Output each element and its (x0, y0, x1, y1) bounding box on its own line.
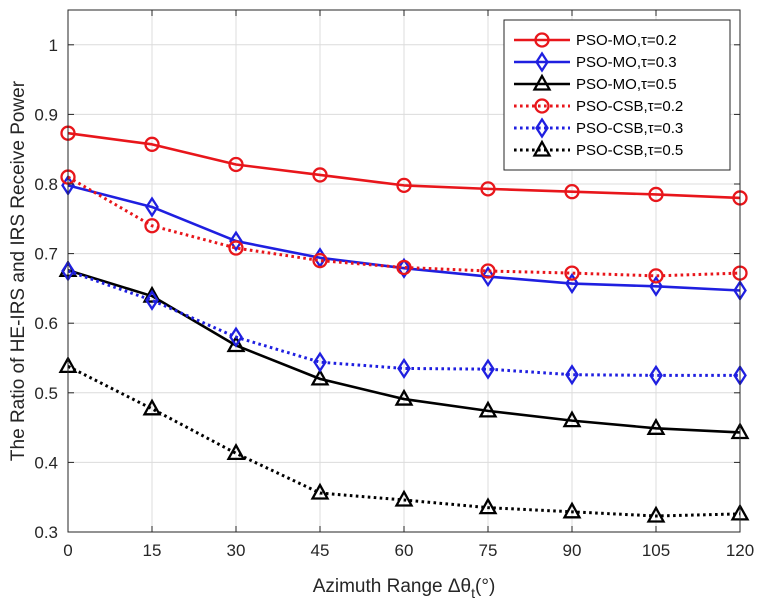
y-tick-label: 0.4 (34, 453, 58, 472)
data-point (480, 181, 496, 197)
x-tick-label: 75 (479, 541, 498, 560)
series-line (67, 175, 741, 278)
legend: PSO-MO,τ=0.2 PSO-MO,τ=0.3 PSO-MO,τ=0.5 PSO-… (503, 19, 731, 171)
data-point (648, 186, 664, 203)
data-point (394, 489, 414, 507)
data-point (142, 398, 162, 416)
data-point (229, 326, 243, 348)
x-axis-label-subscript: t (471, 585, 475, 601)
data-point (312, 252, 328, 269)
data-point (646, 505, 666, 523)
data-point (397, 357, 411, 380)
data-point (646, 417, 666, 435)
data-point (144, 218, 160, 234)
series-layer (58, 125, 750, 523)
data-point (396, 177, 412, 194)
legend-box (503, 19, 731, 171)
data-point (312, 167, 328, 183)
legend-entry: PSO-MO,τ=0.3 (514, 51, 677, 73)
data-point (649, 364, 663, 387)
data-point (480, 263, 496, 279)
legend-marker (535, 117, 549, 139)
data-point (313, 351, 327, 373)
y-tick-label: 0.5 (34, 384, 58, 403)
x-axis-label-unit: (°) (475, 576, 495, 597)
data-point (564, 184, 580, 200)
data-point (396, 259, 412, 276)
data-point (564, 265, 580, 281)
legend-marker (532, 139, 552, 157)
series-line (67, 269, 740, 377)
data-point (481, 358, 495, 380)
data-point (228, 156, 244, 173)
series-6 (58, 355, 750, 523)
ticks (67, 10, 741, 533)
data-point (144, 136, 160, 152)
x-axis-label: Azimuth Range Δθt(°) (313, 576, 496, 601)
y-tick-label: 0.8 (34, 175, 58, 194)
x-axis-label-main: Azimuth Range Δθ (313, 576, 471, 597)
legend-marker (534, 98, 550, 114)
data-point (229, 230, 243, 252)
legend-entry: PSO-MO,τ=0.5 (514, 73, 677, 93)
data-point (478, 400, 498, 418)
legend-entry: PSO-CSB,τ=0.2 (514, 98, 683, 115)
y-tick-label: 0.9 (34, 105, 58, 124)
data-point (310, 368, 330, 386)
legend-marker (534, 32, 550, 48)
legend-marker (532, 73, 552, 91)
legend-label: PSO-CSB,τ=0.5 (576, 142, 683, 159)
x-tick-label: 90 (563, 541, 582, 560)
series-5 (61, 260, 747, 387)
legend-label: PSO-MO,τ=0.2 (576, 32, 677, 49)
data-point (478, 497, 498, 515)
data-point (481, 265, 495, 288)
y-tick-label: 0.7 (34, 245, 58, 264)
data-point (562, 501, 582, 519)
data-point (145, 289, 159, 311)
legend-label: PSO-MO,τ=0.5 (576, 76, 677, 93)
data-point (145, 196, 159, 218)
series-line (67, 184, 741, 292)
data-point (565, 364, 579, 386)
x-tick-label: 0 (63, 541, 72, 560)
tick-labels: 0 15 30 45 60 75 90 105 120 0.3 0.4 0.5 0.6 0.7 0.8 0.9… (34, 36, 754, 560)
data-point (226, 335, 246, 353)
legend-entry: PSO-CSB,τ=0.3 (514, 117, 683, 139)
legend-label: PSO-CSB,τ=0.2 (576, 98, 683, 115)
data-point (397, 257, 411, 279)
data-point (649, 275, 663, 297)
y-tick-label: 1 (49, 36, 58, 55)
y-axis-label: The Ratio of HE-IRS and IRS Receive Powe… (8, 80, 29, 461)
series-line (67, 365, 741, 518)
x-tick-label: 30 (227, 541, 246, 560)
data-point (565, 272, 579, 295)
x-tick-label: 15 (143, 541, 162, 560)
data-point (226, 442, 246, 461)
data-point (394, 388, 414, 406)
data-point (228, 240, 244, 256)
data-point (562, 410, 582, 428)
series-line (67, 131, 741, 200)
legend-label: PSO-CSB,τ=0.3 (576, 120, 683, 137)
data-point (142, 285, 162, 303)
data-point (310, 482, 330, 500)
legend-marker (535, 51, 549, 73)
legend-entry: PSO-CSB,τ=0.5 (514, 139, 683, 159)
x-tick-label: 45 (311, 541, 330, 560)
y-tick-label: 0.6 (34, 314, 58, 333)
legend-label: PSO-MO,τ=0.3 (576, 54, 677, 71)
legend-entry: PSO-MO,τ=0.2 (514, 32, 677, 49)
y-tick-label: 0.3 (34, 523, 58, 542)
series-1 (60, 125, 748, 206)
data-point (648, 268, 664, 284)
series-line (67, 269, 741, 434)
x-tick-label: 120 (726, 541, 754, 560)
x-tick-label: 60 (395, 541, 414, 560)
x-tick-label: 105 (642, 541, 670, 560)
